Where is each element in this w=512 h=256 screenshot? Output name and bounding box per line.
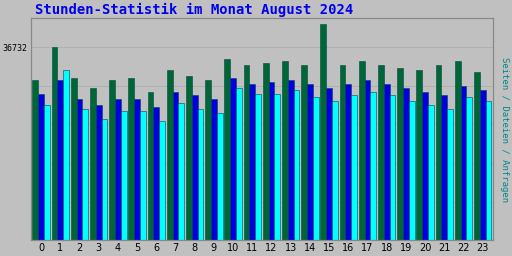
Bar bbox=[455, 61, 461, 240]
Bar bbox=[485, 101, 492, 240]
Bar bbox=[339, 65, 346, 240]
Bar bbox=[159, 121, 165, 240]
Bar bbox=[244, 65, 249, 240]
Bar bbox=[403, 88, 409, 240]
Bar bbox=[71, 78, 77, 240]
Bar bbox=[301, 65, 307, 240]
Bar bbox=[390, 95, 395, 240]
Bar bbox=[441, 95, 447, 240]
Bar bbox=[178, 103, 184, 240]
Bar bbox=[147, 92, 154, 240]
Bar bbox=[82, 109, 88, 240]
Bar bbox=[63, 70, 69, 240]
Bar bbox=[90, 88, 96, 240]
Bar bbox=[217, 113, 223, 240]
Bar bbox=[52, 47, 57, 240]
Bar bbox=[205, 80, 211, 240]
Bar bbox=[249, 84, 255, 240]
Bar bbox=[397, 68, 403, 240]
Bar bbox=[167, 70, 173, 240]
Bar bbox=[332, 101, 338, 240]
Bar bbox=[370, 92, 376, 240]
Y-axis label: Seiten / Dateien / Anfragen: Seiten / Dateien / Anfragen bbox=[500, 57, 509, 202]
Bar bbox=[274, 93, 280, 240]
Bar bbox=[384, 84, 390, 240]
Bar bbox=[474, 72, 480, 240]
Text: Stunden-Statistik im Monat August 2024: Stunden-Statistik im Monat August 2024 bbox=[35, 3, 353, 17]
Bar bbox=[293, 90, 300, 240]
Bar bbox=[115, 99, 121, 240]
Bar bbox=[109, 80, 115, 240]
Bar bbox=[236, 88, 242, 240]
Bar bbox=[140, 111, 146, 240]
Bar bbox=[186, 76, 192, 240]
Bar bbox=[77, 99, 82, 240]
Bar bbox=[378, 65, 384, 240]
Bar bbox=[211, 99, 217, 240]
Bar bbox=[461, 86, 466, 240]
Bar bbox=[447, 109, 453, 240]
Bar bbox=[351, 95, 357, 240]
Bar bbox=[134, 99, 140, 240]
Bar bbox=[321, 24, 326, 240]
Bar bbox=[173, 92, 178, 240]
Bar bbox=[154, 107, 159, 240]
Bar bbox=[192, 95, 198, 240]
Bar bbox=[307, 84, 313, 240]
Bar bbox=[44, 105, 50, 240]
Bar bbox=[57, 80, 63, 240]
Bar bbox=[121, 111, 126, 240]
Bar bbox=[198, 109, 203, 240]
Bar bbox=[365, 80, 370, 240]
Bar bbox=[224, 59, 230, 240]
Bar bbox=[101, 119, 108, 240]
Bar bbox=[282, 61, 288, 240]
Bar bbox=[263, 62, 269, 240]
Bar bbox=[38, 93, 44, 240]
Bar bbox=[96, 105, 101, 240]
Bar bbox=[230, 78, 236, 240]
Bar bbox=[288, 80, 293, 240]
Bar bbox=[32, 80, 38, 240]
Bar bbox=[409, 101, 415, 240]
Bar bbox=[255, 93, 261, 240]
Bar bbox=[480, 90, 485, 240]
Bar bbox=[359, 61, 365, 240]
Bar bbox=[326, 88, 332, 240]
Bar bbox=[466, 97, 472, 240]
Bar bbox=[129, 78, 134, 240]
Bar bbox=[313, 97, 318, 240]
Bar bbox=[436, 65, 441, 240]
Bar bbox=[428, 105, 434, 240]
Bar bbox=[346, 84, 351, 240]
Bar bbox=[416, 70, 422, 240]
Bar bbox=[269, 82, 274, 240]
Bar bbox=[422, 92, 428, 240]
